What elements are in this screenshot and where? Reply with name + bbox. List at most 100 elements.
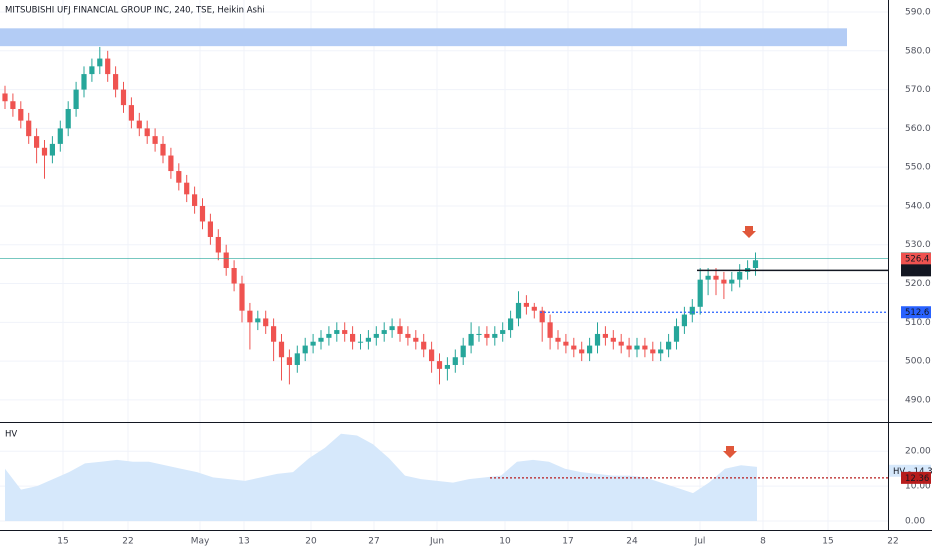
candle-body	[579, 349, 585, 354]
candle-body	[421, 341, 427, 350]
candle-body	[65, 108, 71, 129]
candle-body	[136, 120, 142, 129]
candle-body	[634, 345, 640, 350]
candle-body	[105, 58, 111, 75]
candle-body	[594, 333, 601, 346]
candle-body	[729, 279, 735, 284]
candle-body	[610, 337, 616, 342]
y-tick-label: 10.00	[905, 482, 931, 492]
pane-title: HV	[5, 430, 17, 440]
candle-body	[752, 260, 759, 269]
candle-body	[658, 349, 664, 354]
arrow-marker	[723, 446, 737, 458]
candle-body	[381, 330, 387, 334]
chart-title: MITSUBISHI UFJ FINANCIAL GROUP INC, 240,…	[5, 6, 265, 16]
x-tick-label: 13	[238, 537, 249, 547]
y-tick-label: 500.0	[905, 357, 931, 367]
y-tick-label: 530.0	[905, 240, 931, 250]
candle-body	[113, 74, 119, 90]
candle-body	[73, 89, 79, 109]
candle-body	[492, 333, 498, 338]
candle-body	[97, 58, 103, 67]
candle-body	[223, 252, 229, 269]
candle-body	[563, 341, 569, 346]
candle-body	[468, 333, 474, 346]
candle-body	[357, 341, 364, 343]
candle-body	[444, 364, 450, 369]
candle-body	[239, 283, 245, 311]
candle-body	[737, 271, 743, 280]
candle-body	[26, 120, 32, 137]
candle-body	[531, 306, 537, 311]
candle-body	[508, 318, 514, 331]
x-tick-label: 8	[760, 537, 766, 547]
y-tick-label: 590.0	[905, 8, 931, 18]
x-tick-label: Jul	[694, 537, 706, 547]
candle-body	[278, 341, 285, 358]
y-tick-label: 540.0	[905, 201, 931, 211]
candle-body	[57, 128, 63, 144]
candle-body	[721, 279, 727, 284]
candle-body	[160, 143, 166, 156]
price-label: HV - 14.39	[893, 467, 932, 477]
candle-body	[689, 306, 695, 315]
candle-body	[413, 337, 419, 342]
candle-body	[515, 302, 522, 319]
candle-body	[436, 361, 443, 369]
candle-body	[587, 345, 593, 354]
price-label: 526.4	[905, 255, 929, 265]
candle-body	[184, 182, 190, 195]
candle-body	[365, 337, 371, 342]
x-tick-label: May	[191, 537, 210, 547]
x-tick-label: 22	[122, 537, 133, 547]
y-tick-label: 580.0	[905, 46, 931, 56]
candle-body	[120, 89, 127, 106]
candle-body	[666, 341, 672, 350]
candle-body	[681, 314, 687, 327]
price-label-box	[901, 264, 931, 277]
price-label: 512.6	[905, 308, 929, 318]
candle-body	[152, 136, 158, 144]
x-tick-label: 17	[562, 537, 573, 547]
candle-body	[476, 333, 482, 335]
price-label-box	[901, 252, 931, 265]
y-tick-label: 550.0	[905, 163, 931, 173]
candle-body	[713, 275, 719, 280]
x-tick-label: 15	[822, 537, 833, 547]
x-tick-label: 24	[626, 537, 638, 547]
candle-body	[18, 108, 24, 121]
candle-body	[373, 333, 379, 338]
x-tick-label: 27	[368, 537, 379, 547]
y-tick-label: 0.00	[905, 516, 925, 526]
x-tick-label: 10	[499, 537, 511, 547]
x-tick-label: 15	[57, 537, 68, 547]
candle-body	[500, 330, 506, 334]
candle-body	[697, 279, 703, 307]
candle-body	[673, 326, 680, 342]
candle-body	[207, 221, 213, 237]
zone	[0, 28, 847, 47]
candle-body	[539, 310, 545, 323]
candle-body	[215, 236, 221, 253]
x-tick-label: 20	[305, 537, 317, 547]
candle-body	[310, 341, 316, 346]
x-tick-label: Jun	[429, 537, 444, 547]
candle-body	[460, 345, 466, 358]
arrow-marker	[742, 226, 756, 238]
candle-body	[389, 326, 395, 331]
candle-body	[342, 330, 348, 334]
candle-body	[429, 349, 435, 362]
candle-body	[294, 353, 300, 365]
candle-body	[318, 337, 324, 342]
candle-body	[302, 345, 308, 354]
y-tick-label: 520.0	[905, 279, 931, 289]
candle-body	[286, 357, 292, 365]
candle-body	[334, 330, 340, 334]
candle-body	[350, 333, 356, 342]
candle-body	[263, 318, 269, 327]
candle-body	[192, 194, 198, 206]
candle-body	[452, 357, 458, 365]
candle-body	[650, 349, 656, 354]
